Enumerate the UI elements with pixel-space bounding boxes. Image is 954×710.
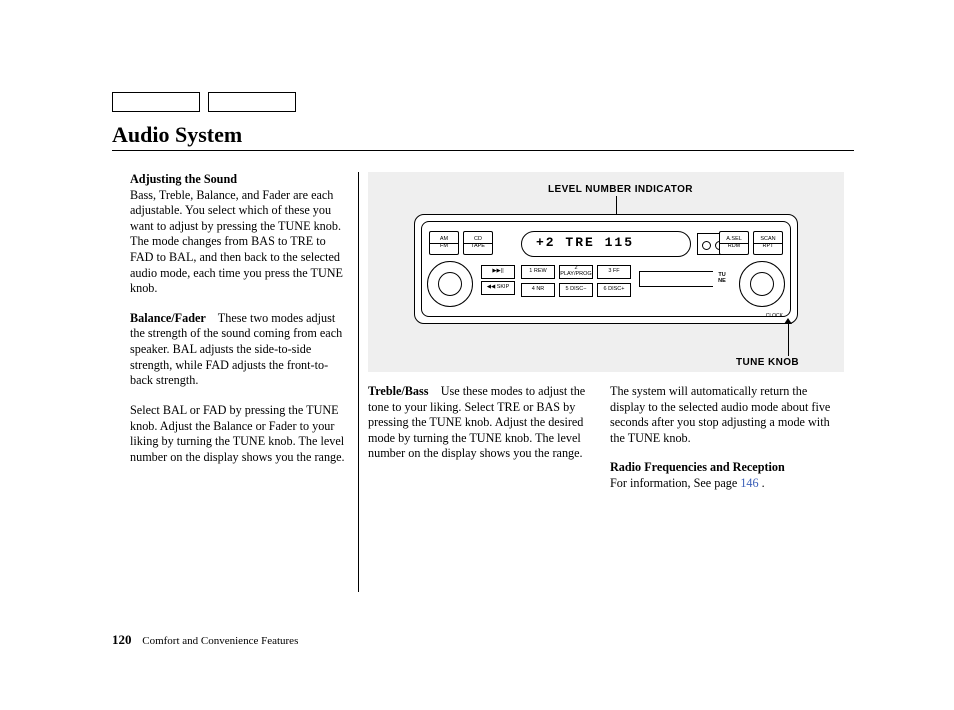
preset-1: 1 REW [521,265,555,279]
preset-4: 4 NR [521,283,555,297]
btn-cd-tape: CD TAPE [463,231,493,255]
btn-cd-tape-bot: TAPE [471,244,485,250]
tune-label: TU NE [713,265,731,293]
header-box-2 [208,92,296,112]
label-tune-knob: TUNE KNOB [736,357,799,368]
page-number: 120 [112,632,132,647]
btn-ff-icon: ▶▶|| [481,265,515,279]
page-title: Audio System [112,122,242,148]
tune-arrow-line [788,322,789,356]
para-adjusting-sound: Adjusting the Sound Bass, Treble, Balanc… [130,172,348,297]
para-treble-bass: Treble/Bass Use these modes to adjust th… [368,384,590,462]
column-1: Adjusting the Sound Bass, Treble, Balanc… [130,172,348,479]
heading-balance-fader: Balance/Fader [130,311,206,325]
preset-2: 2 PLAY/PROG [559,265,593,279]
page-footer: 120 Comfort and Convenience Features [112,632,298,648]
header-box-1 [112,92,200,112]
para-auto-return: The system will automatically return the… [610,384,844,446]
tune-arrow-head [784,318,792,324]
radio-display: +2 TRE 115 [521,231,691,257]
btn-asel-rdm: A.SEL RDM [719,231,749,255]
volume-knob [427,261,473,307]
btn-scan-rpt: SCAN RPT [753,231,783,255]
text-adjusting-sound: Bass, Treble, Balance, and Fader are eac… [130,188,343,296]
heading-radio-freq: Radio Frequencies and Reception [610,460,785,474]
para-radio-freq: Radio Frequencies and Reception For info… [610,460,844,491]
btn-rpt: RPT [763,244,774,250]
btn-am-fm-bot: FM [440,244,448,250]
tune-knob [739,261,785,307]
preset-5: 5 DISC− [559,283,593,297]
text-auto-return: The system will automatically return the… [610,384,830,445]
header-blank-boxes [112,92,296,112]
tune-label-bot: NE [718,279,726,285]
title-rule [112,150,854,151]
text-radio-freq-b: . [759,476,765,490]
heading-adjusting-sound: Adjusting the Sound [130,172,237,186]
label-level-indicator: LEVEL NUMBER INDICATOR [548,184,693,195]
btn-am-fm: AM FM [429,231,459,255]
preset-6: 6 DISC+ [597,283,631,297]
radio-unit: AM FM CD TAPE +2 TRE 115 A.SEL RDM [414,214,798,324]
footer-section-name: Comfort and Convenience Features [142,635,298,647]
body-columns: Adjusting the Sound Bass, Treble, Balanc… [130,172,850,592]
heading-treble-bass: Treble/Bass [368,384,429,398]
manual-page: Audio System Adjusting the Sound Bass, T… [0,0,954,710]
clock-label: CLOCK [766,313,783,319]
column-3: The system will automatically return the… [610,384,844,506]
btn-rdm: RDM [728,244,741,250]
text-balance-fader-2: Select BAL or FAD by pressing the TUNE k… [130,403,345,464]
column-divider [358,172,359,592]
text-radio-freq-a: For information, See page [610,476,740,490]
preset-3: 3 FF [597,265,631,279]
link-page-146[interactable]: 146 [740,476,758,490]
para-balance-fader-2: Select BAL or FAD by pressing the TUNE k… [130,403,348,465]
para-balance-fader: Balance/Fader These two modes adjust the… [130,311,348,389]
radio-figure: LEVEL NUMBER INDICATOR AM FM CD TAPE +2 … [368,172,844,372]
column-2: Treble/Bass Use these modes to adjust th… [368,384,590,476]
btn-skip-icon: ◀◀ SKIP [481,281,515,295]
